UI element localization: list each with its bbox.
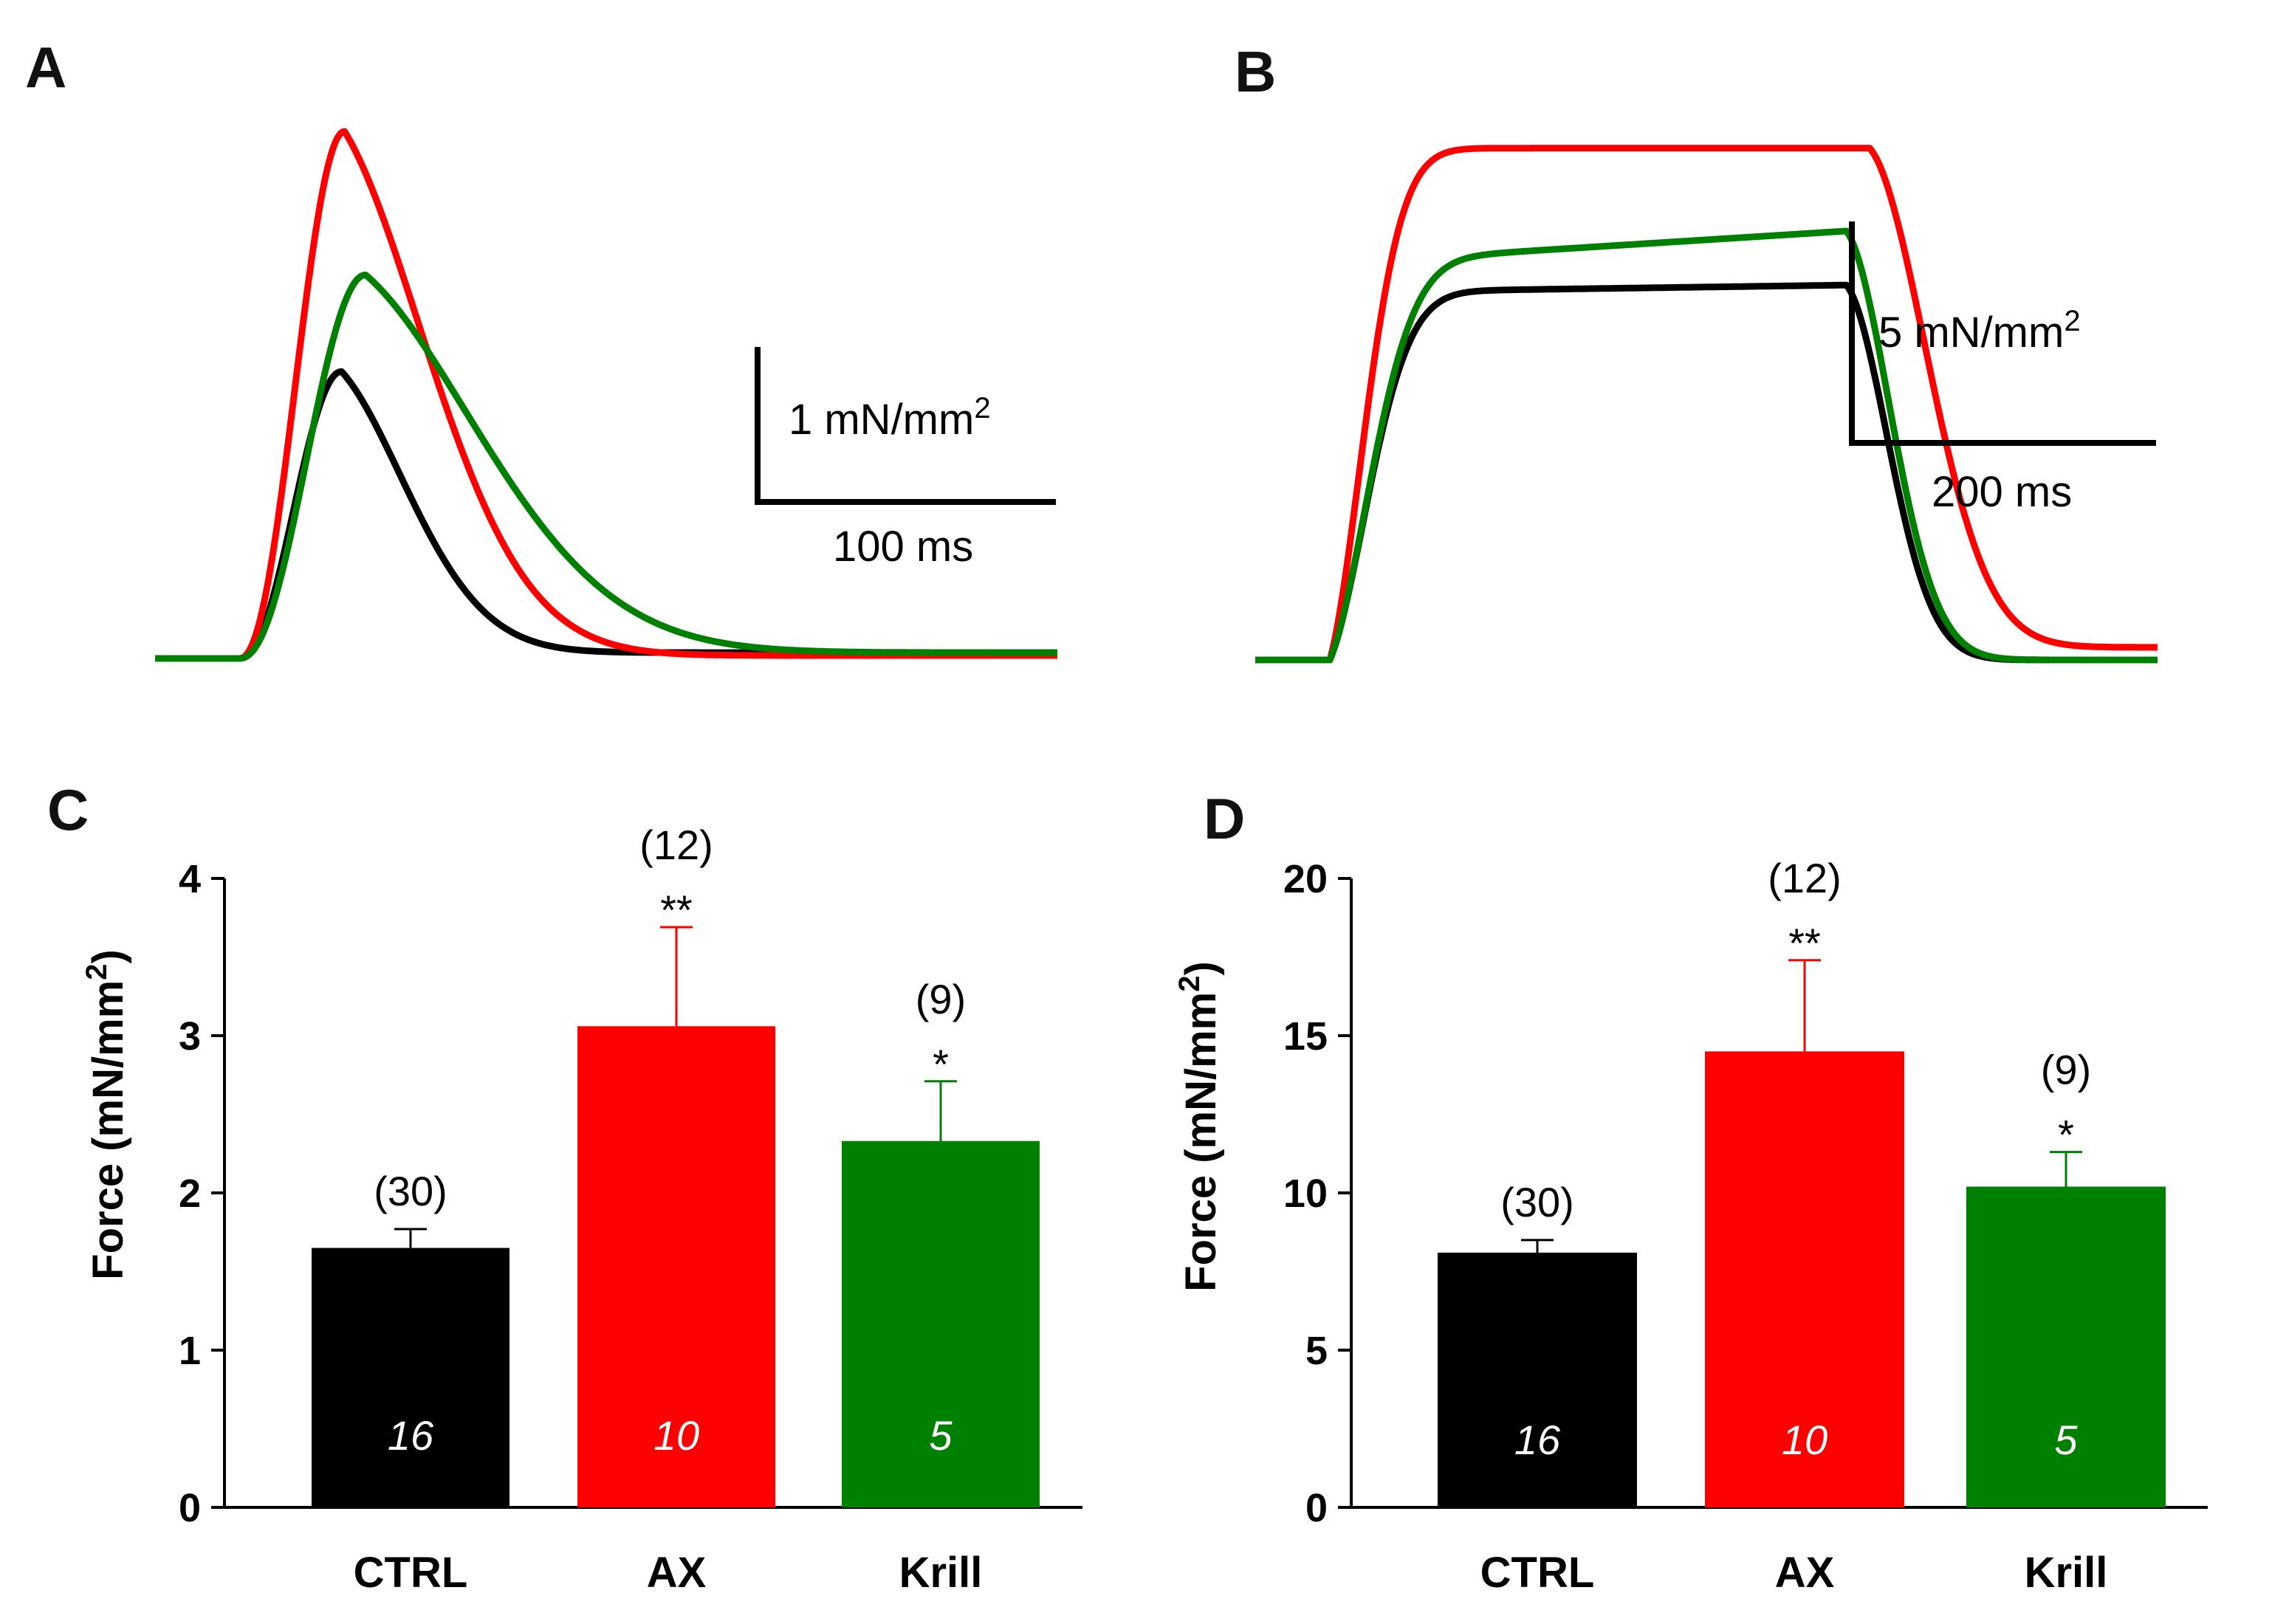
bar-ctrl [1438,1252,1637,1507]
bar-count-label-ctrl: 16 [1514,1417,1561,1463]
category-label-ctrl: CTRL [1480,1549,1595,1597]
y-tick-label: 3 [179,1014,201,1059]
n-label-ctrl: (30) [374,1168,447,1214]
panel-a-twitch-traces: 1 mN/mm2 100 ms [153,128,1060,662]
trace-a-krill [153,271,1060,662]
bar-ctrl [312,1248,509,1507]
category-label-ctrl: CTRL [354,1549,468,1597]
scale-bar-b-y-label: 5 mN/mm2 [1878,305,2081,357]
bars-d: 16 CTRL (30) 10 AX ** (12) 5 Krill * (9) [1438,855,2166,1597]
category-label-ax: AX [647,1549,707,1597]
bar-count-label-krill: 5 [929,1412,953,1459]
bar-krill [1966,1186,2166,1507]
y-tick-label: 0 [1305,1486,1328,1530]
y-tick-label: 5 [1305,1329,1328,1373]
n-label-krill: (9) [916,976,966,1022]
n-label-ax: (12) [1768,855,1842,901]
y-tick-label: 15 [1283,1014,1328,1059]
scale-bar-a-lines [755,347,1056,505]
y-axis-label-d: Force (mN/mm2) [1173,961,1225,1292]
y-tick-label: 10 [1283,1171,1328,1216]
n-label-krill: (9) [2041,1047,2091,1093]
category-label-ax: AX [1775,1549,1835,1597]
scale-bar-a-x-label: 100 ms [833,523,973,571]
significance-ax: ** [660,887,693,933]
panel-label-b: B [1235,39,1276,104]
tetanus-traces [1253,145,2160,664]
bar-ax [1705,1051,1904,1507]
n-label-ax: (12) [639,822,713,868]
scale-bar-a-y-label: 1 mN/mm2 [789,392,991,444]
y-tick-label: 1 [179,1329,201,1373]
category-label-krill: Krill [899,1549,983,1597]
y-ticks-d: 0 5 10 15 20 [1283,857,1351,1530]
scale-bar-b-x-label: 200 ms [1932,468,2072,516]
y-tick-label: 4 [179,857,201,901]
trace-b-krill [1253,227,2160,664]
twitch-traces [153,128,1060,662]
scale-bar-b-lines [1849,221,2156,446]
panel-c-bar-chart: Force (mN/mm2) 0 1 2 3 4 16 CTRL (30) 10 AX ** (12… [80,822,1082,1597]
y-ticks-c: 0 1 2 3 4 [179,857,224,1530]
bar-ax [577,1026,775,1507]
panel-label-a: A [25,35,66,100]
bar-count-label-ctrl: 16 [388,1412,434,1459]
trace-b-ax [1253,145,2160,664]
y-tick-label: 20 [1283,857,1328,901]
panel-label-d: D [1204,786,1245,851]
bar-count-label-krill: 5 [2054,1417,2078,1463]
scale-bar-b: 5 mN/mm2 200 ms [1849,221,2156,516]
bar-krill [842,1140,1040,1507]
y-tick-label: 2 [179,1171,201,1216]
panel-b-tetanus-traces: 5 mN/mm2 200 ms [1253,145,2160,664]
y-axis-label-c: Force (mN/mm2) [80,949,132,1280]
significance-krill: * [933,1041,949,1087]
scale-bar-a: 1 mN/mm2 100 ms [755,347,1056,571]
bar-count-label-ax: 10 [1782,1417,1827,1463]
panel-label-c: C [47,777,89,842]
n-label-ctrl: (30) [1500,1179,1574,1225]
significance-ax: ** [1788,920,1821,966]
trace-a-ax [153,128,1060,662]
y-tick-label: 0 [179,1486,201,1530]
significance-krill: * [2058,1112,2074,1158]
category-label-krill: Krill [2025,1549,2108,1597]
bar-count-label-ax: 10 [653,1412,699,1459]
bars-c: 16 CTRL (30) 10 AX ** (12) 5 Krill * (9) [312,822,1040,1597]
